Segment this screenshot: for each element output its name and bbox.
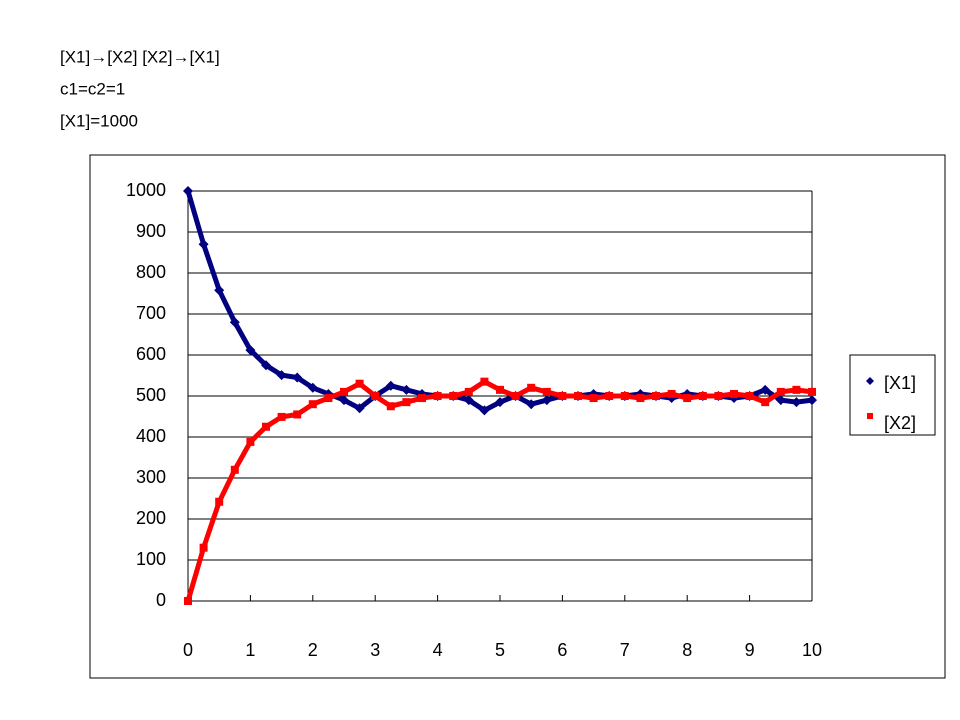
marker [761,398,770,407]
y-tick-label: 0 [156,590,166,610]
marker [683,394,692,403]
y-tick-label: 900 [136,221,166,241]
marker [760,384,771,395]
marker [261,360,271,371]
marker [480,377,489,386]
x-tick-label: 6 [557,640,567,660]
marker [308,400,317,409]
marker [339,395,349,406]
marker [246,437,255,446]
x-tick-label: 3 [370,640,380,660]
marker [198,239,209,250]
legend-marker [866,377,874,385]
x-tick-label: 2 [308,640,318,660]
marker [184,597,192,605]
marker [807,395,817,406]
marker [745,392,754,400]
y-tick-label: 800 [136,262,166,282]
marker [526,399,537,410]
chart-frame [89,154,946,679]
y-tick-label: 200 [136,508,166,528]
marker [527,383,536,392]
marker [495,397,505,408]
marker [355,379,364,388]
marker [558,392,567,400]
y-tick-label: 500 [136,385,166,405]
marker [792,385,801,394]
marker [307,382,318,393]
x-tick-label: 7 [620,640,630,660]
marker [541,395,552,406]
marker [386,402,395,411]
marker [652,392,660,400]
marker [401,384,412,395]
marker [183,186,193,196]
legend-label: [X2] [884,413,916,433]
marker [775,395,786,406]
marker [277,412,286,421]
marker [479,405,490,416]
x-tick-label: 1 [245,640,255,660]
y-tick-label: 600 [136,344,166,364]
y-tick-label: 700 [136,303,166,323]
marker [276,370,287,381]
x-tick-label: 5 [495,640,505,660]
legend-label: [X1] [884,373,916,393]
marker [340,387,348,396]
y-tick-label: 1000 [126,180,166,200]
marker [464,387,473,396]
marker [463,395,474,406]
legend-box [849,354,936,436]
marker [433,392,442,400]
marker [791,397,802,408]
marker [371,392,380,400]
marker [402,398,411,407]
marker [262,422,270,431]
x-tick-label: 9 [745,640,755,660]
marker [229,317,240,328]
marker [199,543,208,552]
x-tick-label: 4 [433,640,443,660]
marker [511,392,520,400]
marker [324,394,333,403]
legend-marker [867,413,873,419]
marker [620,392,629,400]
marker [354,403,365,414]
x-tick-label: 0 [183,640,193,660]
annotation: c1=c2=1 [60,79,125,98]
marker [293,410,302,419]
marker [292,372,303,383]
marker [230,465,239,474]
marker [418,394,426,403]
marker [542,387,551,396]
marker [385,380,396,391]
marker [776,387,785,396]
y-tick-label: 300 [136,467,166,487]
marker [730,389,738,398]
marker [245,345,256,356]
annotation: [X1]=1000 [60,111,138,130]
marker [808,387,816,396]
marker [574,392,582,400]
y-tick-label: 400 [136,426,166,446]
marker [667,389,676,398]
x-tick-label: 10 [802,640,822,660]
annotation: [X1]→[X2] [X2]→[X1] [60,47,220,66]
y-tick-label: 100 [136,549,166,569]
marker [636,394,645,403]
marker [449,392,458,400]
marker [214,285,225,296]
marker [589,394,598,403]
marker [698,392,707,400]
x-tick-label: 8 [682,640,692,660]
marker [605,392,614,400]
marker [496,385,504,394]
marker [714,392,723,400]
marker [215,497,224,506]
